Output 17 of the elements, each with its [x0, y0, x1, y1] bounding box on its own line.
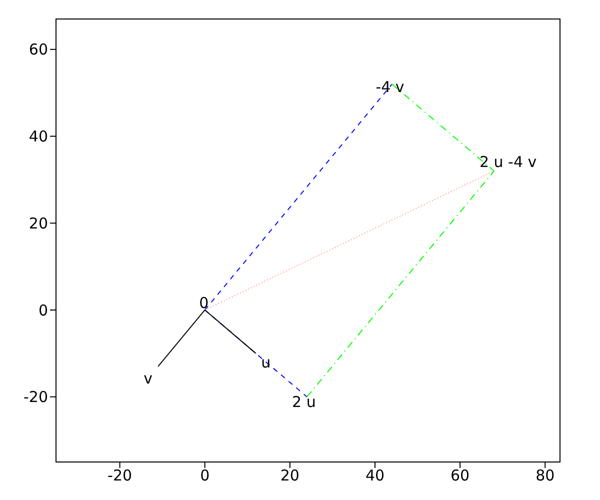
- x-tick-label: 40: [365, 466, 385, 485]
- x-tick-label: 20: [280, 466, 300, 485]
- annotation: 0: [199, 294, 209, 312]
- y-tick-label: 20: [28, 214, 48, 232]
- y-tick-label: 40: [28, 128, 48, 146]
- annotation: 2 u: [292, 392, 316, 411]
- annotation: 2 u -4 v: [479, 153, 537, 172]
- y-tick-label: 0: [38, 301, 48, 320]
- annotation: -4 v: [376, 78, 404, 96]
- y-tick-label: -20: [24, 388, 48, 406]
- x-tick-label: -20: [108, 466, 132, 485]
- x-tick-label: 60: [450, 466, 470, 485]
- y-tick-label: 60: [28, 40, 48, 59]
- x-tick-label: 0: [200, 466, 210, 485]
- x-tick-label: 80: [536, 466, 555, 485]
- annotation: u: [261, 353, 271, 372]
- annotation: v: [144, 369, 153, 388]
